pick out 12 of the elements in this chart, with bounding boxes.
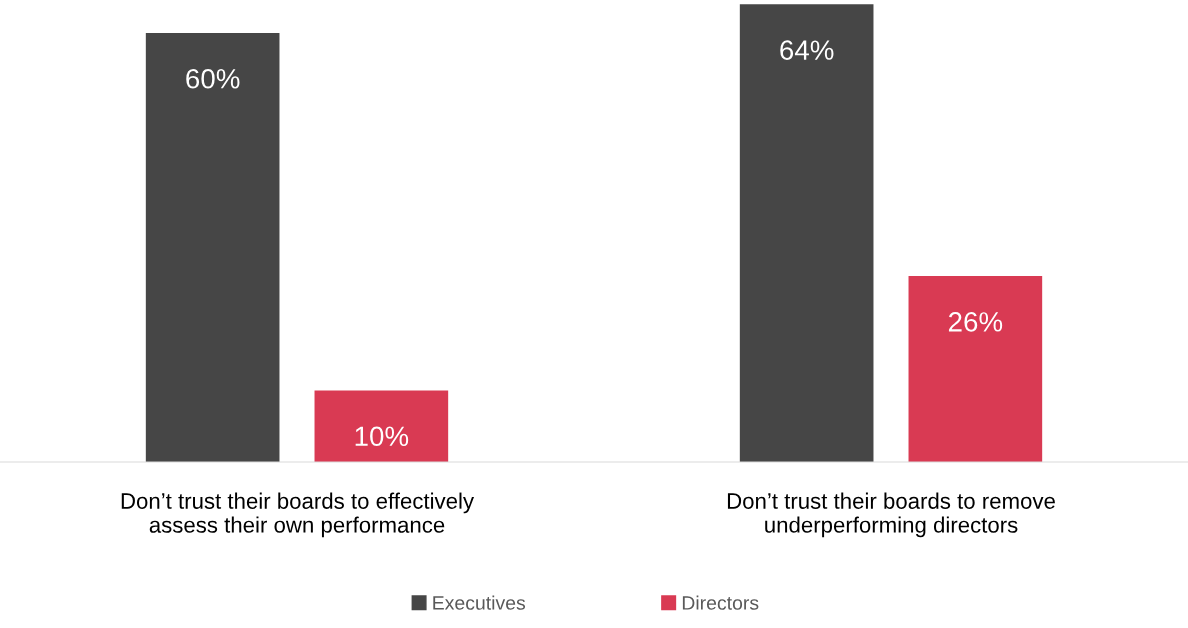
data-label: 10% (355, 426, 409, 447)
data-label: 26% (948, 312, 1003, 332)
bar (145, 32, 280, 462)
legend-label: Directors (682, 595, 759, 610)
legend-label: Executives (433, 595, 526, 610)
bar (314, 390, 449, 462)
bar (908, 276, 1043, 462)
bar (739, 4, 874, 462)
data-label: 60% (186, 68, 240, 89)
x-tick-label: Don’t trust their boards to effectively assess their own performance (121, 492, 475, 538)
x-tick-label: Don’t trust their boards to remove underperforming directors (727, 492, 1055, 538)
data-label: 64% (780, 40, 834, 60)
